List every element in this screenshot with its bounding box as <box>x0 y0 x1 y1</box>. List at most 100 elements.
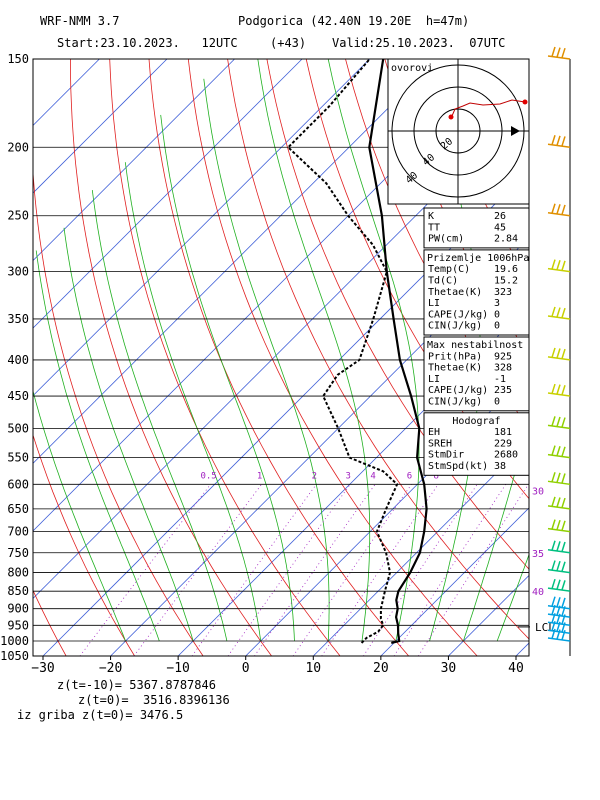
wind-barb-flag <box>556 135 561 146</box>
dry-adiabat-line <box>109 59 341 656</box>
index-value: -1 <box>494 374 506 385</box>
forecast-offset: (+43) <box>270 36 307 50</box>
wind-barb <box>547 347 571 361</box>
wind-barb-flag <box>551 416 556 427</box>
pressure-tick-label: 800 <box>7 566 29 580</box>
wind-barb-flag <box>561 307 566 318</box>
isotherm-line <box>584 59 600 656</box>
wind-barb-flag <box>556 47 561 58</box>
index-value: 181 <box>494 427 512 438</box>
index-label: TT <box>428 222 440 233</box>
pressure-tick-label: 1000 <box>0 634 29 648</box>
wind-barb <box>547 604 571 618</box>
wind-barb-flag <box>551 135 556 145</box>
wind-barb-staff <box>547 267 571 273</box>
index-box <box>423 336 530 412</box>
moist-adiabat-line <box>124 162 262 642</box>
wind-barb-flag <box>551 596 556 607</box>
mixing-ratio-label: 6 <box>407 471 412 481</box>
index-section-title: Prizemlje 1006hPa <box>427 253 529 264</box>
temperature-tick-label: 0 <box>242 661 250 676</box>
wind-barb-flag <box>551 540 556 551</box>
isotherm-line <box>313 439 529 656</box>
wind-barb-flag <box>556 384 561 395</box>
hodograph-title: ovorovi <box>391 63 433 74</box>
wind-barb-flag <box>561 348 566 359</box>
wind-barb-flag <box>551 621 556 631</box>
wind-barb-flag <box>551 46 556 57</box>
wind-barb-flag <box>551 203 556 214</box>
wind-barb-flag <box>556 560 561 571</box>
wind-barb-flag <box>556 472 561 483</box>
wind-barb <box>547 628 571 642</box>
wind-barb-staff <box>547 315 571 320</box>
index-label: Temp(C) <box>428 264 470 275</box>
wind-barb-flag <box>561 385 566 395</box>
pressure-tick-label: 750 <box>7 546 29 560</box>
index-value: 925 <box>494 351 512 362</box>
index-value: 45 <box>494 222 506 233</box>
wind-barb-flag <box>556 579 561 590</box>
wind-barb-flag <box>551 628 556 639</box>
pressure-tick-label: 900 <box>7 602 29 616</box>
mixing-ratio-label: 3 <box>345 471 350 481</box>
wind-barb <box>547 416 571 430</box>
z-zero: z(t=0)= 3516.8396136 <box>78 693 230 707</box>
index-label: SREH <box>428 438 452 449</box>
wind-barb-flag <box>551 383 556 394</box>
wind-barb-staff <box>547 211 571 217</box>
index-value: 2.84 <box>494 234 518 245</box>
index-label: CAPE(J/kg) <box>428 309 488 320</box>
wind-barb <box>547 560 571 574</box>
index-label: Prit(hPa) <box>428 351 482 362</box>
wind-barb-staff <box>547 392 571 397</box>
isotherm-line <box>33 59 303 329</box>
wind-barb <box>547 383 571 397</box>
wind-barb-flag <box>556 497 561 508</box>
index-label: PW(cm) <box>428 234 464 245</box>
index-box <box>423 412 530 476</box>
hodograph-start-point <box>448 114 454 120</box>
index-value: 229 <box>494 438 512 449</box>
height-label: 35 <box>532 549 544 560</box>
wind-barb-flag <box>561 417 566 428</box>
wind-barb-flag <box>556 613 561 624</box>
wind-barb-flag <box>551 259 556 270</box>
mixing-ratio-line <box>292 484 412 656</box>
index-label: LI <box>428 298 440 309</box>
pressure-tick-label: 450 <box>7 389 29 403</box>
wind-barb <box>547 578 571 592</box>
index-value: 2680 <box>494 450 518 461</box>
wind-barb-flag <box>556 605 561 616</box>
index-label: CIN(J/kg) <box>428 397 482 408</box>
pressure-tick-label: 300 <box>7 265 29 279</box>
wind-barb-staff <box>547 637 571 642</box>
index-label: Thetae(K) <box>428 287 482 298</box>
temperature-tick-label: 30 <box>441 661 457 676</box>
temperature-tick-label: 40 <box>508 661 524 676</box>
wind-barb-flag <box>556 629 561 640</box>
index-label: CIN(J/kg) <box>428 321 482 332</box>
temperature-trace <box>368 59 428 644</box>
wind-barb-flag <box>561 622 566 633</box>
station-title: Podgorica (42.40N 19.20E h=47m) <box>238 14 470 28</box>
hodograph-trace <box>451 99 526 117</box>
wind-barb-staff <box>547 505 571 510</box>
pressure-tick-label: 850 <box>7 584 29 598</box>
wind-barb-flag <box>561 520 566 531</box>
index-label: LI <box>428 374 440 385</box>
index-box <box>423 207 530 249</box>
index-value: 235 <box>494 385 512 396</box>
dewpoint-trace <box>286 59 399 644</box>
wind-barb-staff <box>547 568 571 574</box>
wind-barb-staff <box>547 55 571 60</box>
wind-barb-flag <box>551 519 556 530</box>
moist-adiabat-line <box>496 553 529 642</box>
mixing-ratio-label: 1 <box>257 471 262 481</box>
z-grib: iz griba z(t=0)= 3476.5 <box>17 708 184 722</box>
pressure-tick-label: 1050 <box>0 649 29 663</box>
pressure-tick-label: 550 <box>7 451 29 465</box>
wind-barb-flag <box>561 47 566 58</box>
wind-barb-flag <box>551 347 556 358</box>
wind-barb-flag <box>556 445 561 456</box>
